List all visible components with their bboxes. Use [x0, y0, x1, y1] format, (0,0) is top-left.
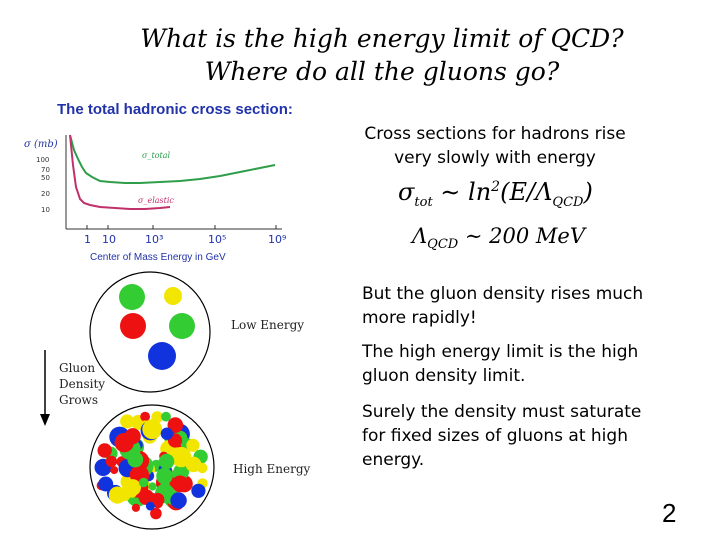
- x-tick-label: 10: [102, 233, 116, 246]
- gluon-density-text: But the gluon density rises much more ra…: [362, 284, 644, 328]
- cross-section-text: Cross sections for hadrons rise very slo…: [364, 124, 626, 168]
- gluon-dot: [105, 455, 118, 468]
- gluon-dot: [191, 483, 206, 498]
- low-energy-hadron: [89, 271, 211, 393]
- eq-part: tot: [414, 194, 433, 210]
- figure-title: The total hadronic cross section:: [57, 101, 293, 118]
- gluon-dot: [197, 462, 208, 474]
- gluon-dot: [145, 501, 155, 511]
- gluon-dot: [161, 411, 171, 422]
- low-energy-label: Low Energy: [231, 318, 305, 332]
- x-tick-label: 10⁵: [208, 233, 226, 246]
- gluon-dot: [158, 453, 175, 470]
- slide-title-line-1: What is the high energy limit of QCD?: [140, 24, 624, 53]
- gluon-dot: [124, 479, 141, 496]
- eq-part: 2: [491, 179, 501, 195]
- gluon-dot: [110, 466, 119, 475]
- gluon-dot: [150, 507, 162, 520]
- eq-part: (E/Λ: [500, 178, 553, 206]
- gluon-label-line: Gluon: [59, 361, 96, 375]
- x-axis-label: Center of Mass Energy in GeV: [90, 252, 226, 263]
- eq-part: Λ: [412, 224, 428, 248]
- high-energy-hadron: [89, 404, 215, 530]
- gluon-dot: [171, 475, 189, 493]
- high-energy-label: High Energy: [233, 462, 311, 476]
- gluon-cluster: [94, 411, 208, 520]
- gluon-dot: [120, 313, 146, 339]
- gluon-dot: [167, 417, 184, 433]
- y-tick-label: 70: [41, 166, 50, 174]
- gluon-dot: [160, 479, 170, 489]
- gluon-dot: [171, 446, 192, 468]
- gluon-dot: [150, 492, 165, 507]
- y-tick-label: 100: [36, 156, 49, 164]
- gluon-dot: [127, 451, 144, 468]
- gluon-dot: [164, 287, 182, 305]
- gluon-dot: [119, 284, 145, 310]
- x-tick-label: 10³: [145, 233, 163, 246]
- gluon-dot: [160, 427, 174, 440]
- gluon-dot: [120, 414, 135, 429]
- gluon-label-line: Grows: [59, 393, 98, 407]
- gluon-dot: [140, 411, 150, 422]
- y-tick-label: 50: [41, 174, 50, 182]
- y-tick-label: 20: [41, 190, 50, 198]
- gluon-density-label: Gluon Density Grows: [59, 360, 105, 408]
- gluon-dot: [108, 486, 126, 504]
- gluon-label-line: Density: [59, 377, 106, 391]
- gluon-dot: [131, 503, 140, 512]
- gluon-dot: [148, 342, 176, 370]
- gluon-dot: [98, 476, 114, 492]
- high-energy-limit-text: The high energy limit is the high gluon …: [362, 342, 639, 386]
- x-tick-label: 1: [84, 233, 91, 246]
- gluon-dot: [169, 313, 195, 339]
- gluon-dot: [97, 443, 112, 458]
- total-curve-label: σ_total: [142, 151, 170, 160]
- eq-part: ∼ 200 MeV: [458, 224, 586, 248]
- gluon-dot: [148, 482, 157, 491]
- eq-part: ): [583, 178, 593, 206]
- density-arrow: [40, 350, 50, 426]
- slide-title-line-2: Where do all the gluons go?: [204, 57, 560, 86]
- page-number: 2: [662, 498, 677, 528]
- elastic-curve-label: σ_elastic: [138, 196, 174, 205]
- eq-part: QCD: [427, 237, 459, 253]
- gluon-dot: [156, 467, 173, 485]
- eq-part: QCD: [552, 194, 584, 210]
- gluon-dot: [124, 428, 141, 445]
- equation-lambda-qcd: ΛQCD ∼ 200 MeV: [412, 224, 585, 252]
- saturation-text: Surely the density must saturate for fix…: [362, 402, 642, 470]
- elastic-cross-section-curve: [69, 134, 171, 210]
- x-tick-label: 10⁹: [268, 233, 286, 246]
- cross-section-figure: The total hadronic cross section: σ (mb)…: [24, 101, 293, 263]
- y-axis-label: σ (mb): [24, 139, 58, 150]
- gluon-dot: [138, 477, 149, 488]
- eq-part: ∼ ln: [432, 178, 492, 206]
- equation-sigma-tot: σtot ∼ ln2(E/ΛQCD): [398, 178, 593, 210]
- eq-part: σ: [398, 178, 415, 206]
- total-cross-section-curve: [69, 134, 276, 184]
- gluon-dot: [186, 438, 200, 452]
- gluon-dot: [170, 492, 187, 509]
- gluon-dot: [142, 419, 163, 440]
- y-tick-label: 10: [41, 206, 50, 214]
